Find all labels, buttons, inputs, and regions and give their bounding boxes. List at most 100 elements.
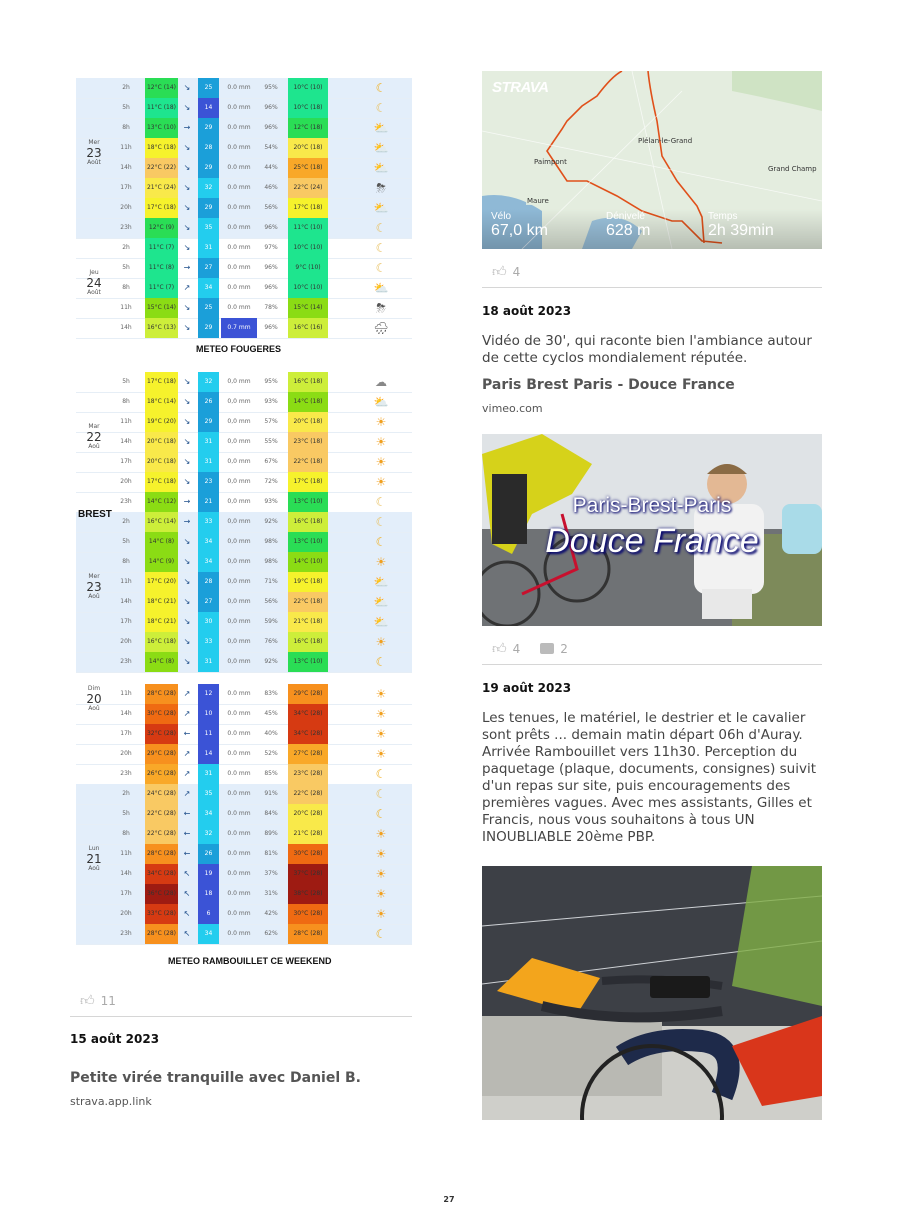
wind-direction-icon: ← bbox=[183, 729, 191, 738]
day-name: Mar bbox=[88, 423, 100, 430]
wind-direction-icon: → bbox=[183, 497, 191, 506]
wind-direction-icon: ← bbox=[183, 809, 191, 818]
sun-icon: ☀ bbox=[375, 847, 387, 861]
feels-like: 10°C (10) bbox=[288, 78, 328, 98]
weather-row: 17h 32°C (28) ← 11 0.0 mm 40% 34°C (28) ☀ bbox=[76, 724, 412, 745]
wind-direction-icon: ↖ bbox=[183, 929, 191, 938]
rain: 0.0 mm bbox=[227, 710, 251, 717]
temperature: 19°C (20) bbox=[145, 412, 178, 432]
hour: 20h bbox=[120, 750, 132, 757]
wind-direction-icon: ↗ bbox=[183, 749, 191, 758]
wind-speed: 14 bbox=[198, 744, 219, 764]
humidity: 44% bbox=[264, 164, 278, 171]
temperature: 11°C (7) bbox=[145, 238, 178, 258]
wind-speed: 6 bbox=[198, 904, 219, 924]
temperature: 26°C (28) bbox=[145, 764, 178, 784]
day-number: 24 bbox=[86, 275, 102, 290]
post-date: 19 août 2023 bbox=[482, 681, 572, 695]
wind-speed: 14 bbox=[198, 98, 219, 118]
thumbs-up-icon: 👍︎ bbox=[80, 993, 95, 1009]
feels-like: 19°C (18) bbox=[288, 572, 328, 592]
rain: 0.0 mm bbox=[227, 770, 251, 777]
video-thumbnail[interactable]: Paris-Brest-Paris Douce France bbox=[482, 434, 822, 626]
hour: 5h bbox=[122, 264, 130, 271]
wind-speed: 26 bbox=[198, 392, 219, 412]
strava-map-image[interactable]: STRAVA Plélan-le-Grand Paimpont Grand Ch… bbox=[482, 71, 822, 249]
rain: 0.0 mm bbox=[227, 810, 251, 817]
wind-speed: 29 bbox=[198, 412, 219, 432]
moon-icon: ☾ bbox=[375, 535, 387, 549]
moon-icon: ☾ bbox=[375, 655, 387, 669]
wind-direction-icon: ← bbox=[183, 829, 191, 838]
wind-direction-icon: ↘ bbox=[183, 377, 191, 386]
feels-like: 10°C (10) bbox=[288, 238, 328, 258]
feels-like: 16°C (18) bbox=[288, 632, 328, 652]
wind-direction-icon: ↘ bbox=[183, 457, 191, 466]
temperature: 18°C (21) bbox=[145, 612, 178, 632]
rain: 0,0 mm bbox=[227, 438, 251, 445]
humidity: 46% bbox=[264, 184, 278, 191]
feels-like: 15°C (14) bbox=[288, 298, 328, 318]
hour: 17h bbox=[120, 618, 132, 625]
hour: 11h bbox=[120, 578, 132, 585]
rain: 0.0 mm bbox=[227, 204, 251, 211]
like-count: 4 bbox=[512, 264, 521, 279]
wind-direction-icon: ↘ bbox=[183, 223, 191, 232]
like-button[interactable]: 👍︎ 4 bbox=[492, 263, 520, 280]
sun-cloud-icon: ⛅ bbox=[373, 161, 389, 175]
sun-cloud-icon: ⛅ bbox=[373, 281, 389, 295]
wind-direction-icon: ↖ bbox=[183, 909, 191, 918]
bike-photo[interactable] bbox=[482, 866, 822, 1120]
strava-logo: STRAVA bbox=[492, 79, 549, 96]
link-title[interactable]: Petite virée tranquille avec Daniel B. bbox=[70, 1070, 361, 1086]
moon-icon: ☾ bbox=[375, 81, 387, 95]
weather-row: 5h 22°C (28) ← 34 0.0 mm 84% 20°C (28) ☾ bbox=[76, 804, 412, 825]
sun-cloud-icon: ⛅ bbox=[373, 595, 389, 609]
wind-speed: 35 bbox=[198, 784, 219, 804]
thumbs-up-icon[interactable]: 👍︎ bbox=[492, 641, 507, 657]
wind-direction-icon: ↖ bbox=[183, 889, 191, 898]
feels-like: 17°C (18) bbox=[288, 198, 328, 218]
rain: 0.0 mm bbox=[227, 144, 251, 151]
wind-speed: 32 bbox=[198, 824, 219, 844]
humidity: 98% bbox=[264, 538, 278, 545]
weather-row: 2h 24°C (28) ↗ 35 0.0 mm 91% 22°C (28) ☾ bbox=[76, 784, 412, 805]
rain: 0.0 mm bbox=[227, 890, 251, 897]
post-body: Vidéo de 30', qui raconte bien l'ambianc… bbox=[482, 333, 812, 366]
rain: 0.7 mm bbox=[221, 318, 257, 338]
post-date: 15 août 2023 bbox=[70, 1032, 160, 1046]
humidity: 59% bbox=[264, 618, 278, 625]
feels-like: 25°C (18) bbox=[288, 158, 328, 178]
temperature: 11°C (7) bbox=[145, 278, 178, 298]
link-title[interactable]: Paris Brest Paris - Douce France bbox=[482, 377, 735, 393]
weather-row: 20h 16°C (18) ↘ 33 0,0 mm 76% 16°C (18) ☀ bbox=[76, 632, 412, 653]
temperature: 16°C (14) bbox=[145, 512, 178, 532]
weather-row: 14h 20°C (18) ↘ 31 0,0 mm 55% 23°C (18) ☀ bbox=[76, 432, 412, 453]
wind-speed: 11 bbox=[198, 724, 219, 744]
humidity: 76% bbox=[264, 638, 278, 645]
sun-icon: ☀ bbox=[375, 455, 387, 469]
weather-caption-rambouillet: METEO RAMBOUILLET CE WEEKEND bbox=[168, 956, 332, 966]
weather-row: 20h 33°C (28) ↖ 6 0.0 mm 42% 30°C (28) ☀ bbox=[76, 904, 412, 925]
hour: 14h bbox=[120, 164, 132, 171]
rain: 0,0 mm bbox=[227, 618, 251, 625]
wind-direction-icon: ↘ bbox=[183, 437, 191, 446]
humidity: 85% bbox=[264, 770, 278, 777]
temperature: 22°C (22) bbox=[145, 158, 178, 178]
rain: 0.0 mm bbox=[227, 104, 251, 111]
like-button[interactable]: 👍︎ 11 bbox=[80, 992, 116, 1009]
strava-stat-time: Temps 2h 39min bbox=[708, 211, 774, 239]
rain: 0.0 mm bbox=[227, 730, 251, 737]
wind-speed: 32 bbox=[198, 372, 219, 392]
feels-like: 20°C (28) bbox=[288, 804, 328, 824]
sun-cloud-icon: ⛅ bbox=[373, 395, 389, 409]
humidity: 91% bbox=[264, 790, 278, 797]
hour: 5h bbox=[122, 104, 130, 111]
comment-icon[interactable] bbox=[540, 643, 555, 654]
rain: 0,0 mm bbox=[227, 478, 251, 485]
sun-icon: ☀ bbox=[375, 435, 387, 449]
feels-like: 10°C (18) bbox=[288, 98, 328, 118]
feels-like: 12°C (18) bbox=[288, 118, 328, 138]
rain: 0,0 mm bbox=[227, 578, 251, 585]
wind-speed: 28 bbox=[198, 572, 219, 592]
